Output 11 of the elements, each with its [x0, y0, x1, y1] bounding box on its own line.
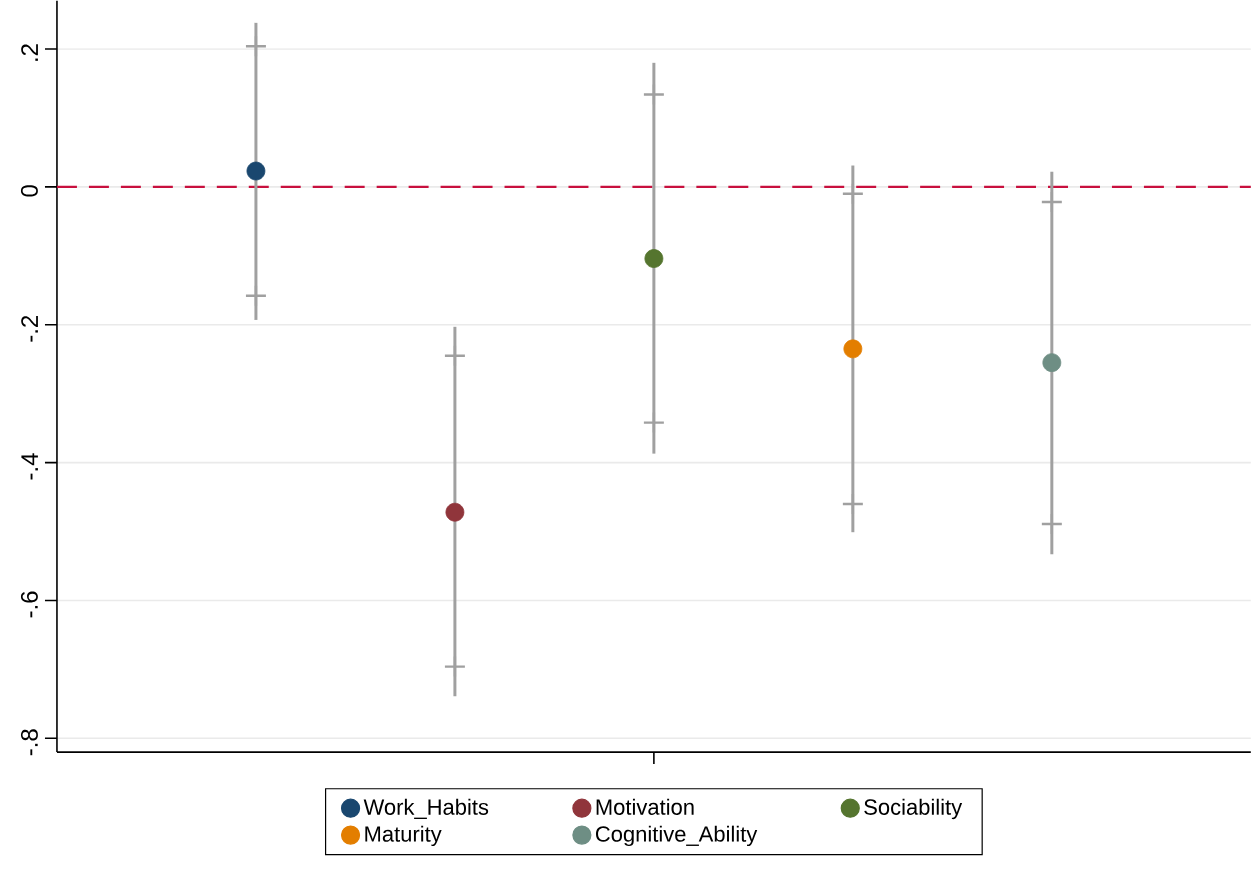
- y-tick-label: 0: [20, 185, 38, 197]
- y-tick-label: .2: [21, 44, 38, 61]
- y-tick-label: -.2: [21, 315, 38, 342]
- y-tick-label: -.6: [20, 591, 38, 618]
- y-tick-label: -.8: [20, 729, 38, 756]
- legend-label: Cognitive_Ability: [595, 825, 758, 847]
- legend-label: Motivation: [596, 798, 694, 815]
- y-tick-label: -.4: [21, 453, 38, 480]
- legend-label: Work_Habits: [363, 798, 489, 820]
- legend-label: Maturity: [365, 825, 442, 847]
- legend-label: Sociability: [864, 798, 963, 820]
